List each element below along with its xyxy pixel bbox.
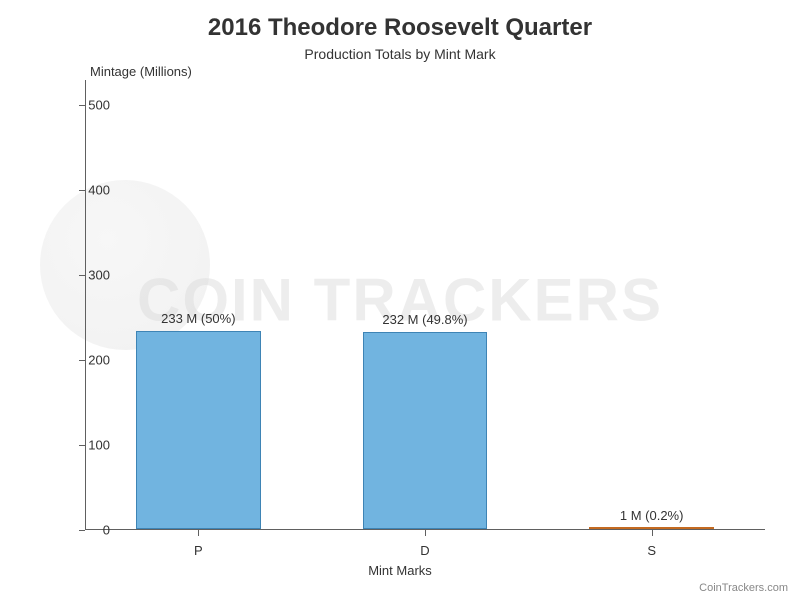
bar [589,527,714,529]
y-axis-line [85,80,86,530]
y-tick-label: 400 [70,183,110,198]
x-tick-label: P [194,543,203,558]
y-tick-label: 200 [70,353,110,368]
x-tick [652,530,653,536]
bar [363,332,488,529]
chart-title: 2016 Theodore Roosevelt Quarter [0,14,800,42]
y-tick-label: 0 [70,523,110,538]
chart-container: COIN TRACKERS 2016 Theodore Roosevelt Qu… [0,0,800,600]
x-tick-label: S [647,543,656,558]
x-tick-label: D [420,543,429,558]
chart-subtitle: Production Totals by Mint Mark [0,46,800,62]
x-tick [425,530,426,536]
y-tick-label: 100 [70,438,110,453]
x-axis-title: Mint Marks [0,563,800,578]
y-axis-title: Mintage (Millions) [90,64,192,79]
plot-area: P233 M (50%)D232 M (49.8%)S1 M (0.2%) [85,80,765,530]
bar-value-label: 233 M (50%) [161,311,235,326]
y-tick-label: 500 [70,98,110,113]
attribution-text: CoinTrackers.com [699,582,788,594]
bar-value-label: 232 M (49.8%) [382,312,467,327]
bar-value-label: 1 M (0.2%) [620,508,684,523]
y-tick-label: 300 [70,268,110,283]
bar [136,331,261,529]
x-tick [198,530,199,536]
